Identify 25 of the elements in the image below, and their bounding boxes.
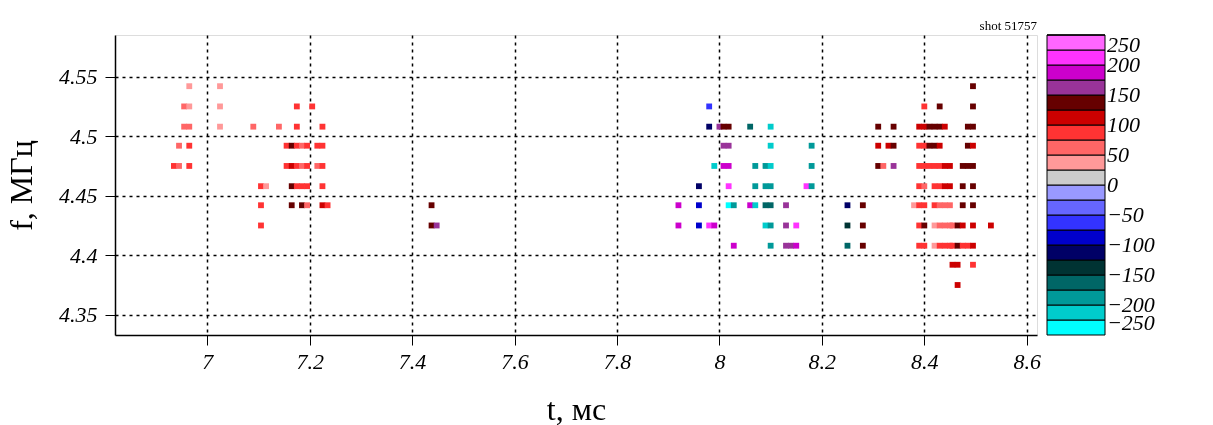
y-axis-title: f, МГц: [3, 140, 39, 231]
x-tick-label: 7: [202, 348, 215, 374]
x-tick-label: 8.2: [808, 348, 837, 374]
x-tick-label: 7.2: [296, 348, 324, 374]
color-bar-label: −50: [1107, 202, 1144, 227]
color-bar-label: 50: [1107, 142, 1129, 167]
y-tick-label: 4.5: [70, 123, 98, 149]
y-tick-label: 4.55: [59, 64, 98, 90]
x-tick-label: 7.6: [501, 348, 529, 374]
x-tick-label: 7.4: [398, 348, 427, 374]
x-axis-title: t, мс: [546, 390, 607, 425]
x-tick-label: 8: [714, 348, 726, 374]
color-bar-label: −150: [1107, 262, 1155, 287]
x-tick-label: 7.8: [603, 348, 632, 374]
y-tick-label: 4.45: [59, 183, 98, 209]
y-tick-label: 4.35: [59, 302, 98, 328]
color-bar-label: 0: [1107, 172, 1118, 197]
x-tick-label: 8.6: [1013, 348, 1042, 374]
color-bar-label: −200: [1107, 292, 1155, 317]
y-tick-label: 4.4: [70, 242, 98, 268]
color-bar-label: −100: [1107, 232, 1155, 257]
text: shot 51757: [979, 18, 1038, 33]
color-bar-label: 150: [1107, 82, 1140, 107]
x-tick-label: 8.4: [911, 348, 939, 374]
color-bar-label: 100: [1107, 112, 1140, 137]
